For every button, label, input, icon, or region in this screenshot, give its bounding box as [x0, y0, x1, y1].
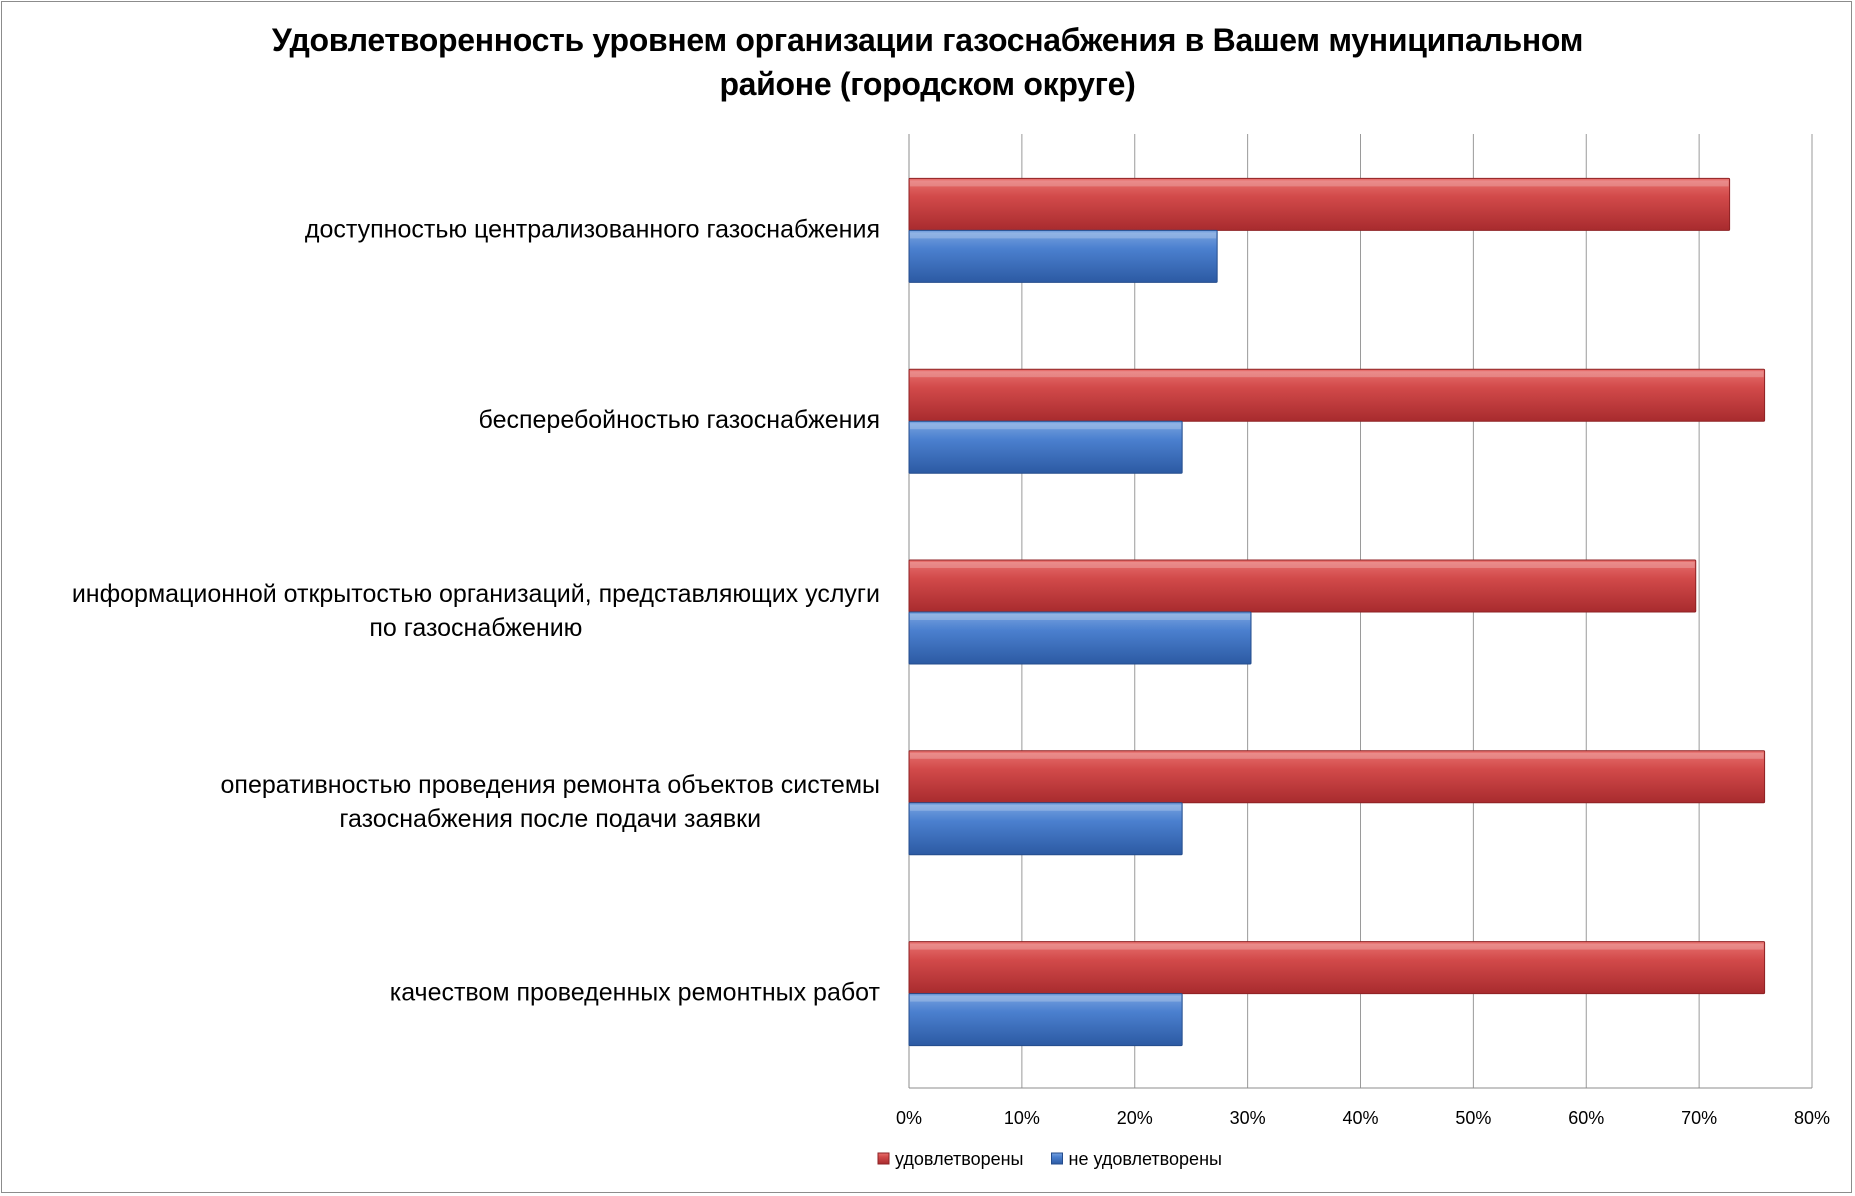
category-labels: доступностью централизованного газоснабж…: [72, 215, 881, 1006]
category-label-line: качеством проведенных ремонтных работ: [390, 979, 881, 1007]
bar-not-satisfied: [908, 420, 1183, 474]
x-tick-label: 0%: [896, 1108, 922, 1128]
legend-swatch: [1051, 1152, 1063, 1165]
category-label-line: доступностью централизованного газоснабж…: [305, 215, 880, 243]
category-label-line: информационной открытостью организаций, …: [72, 580, 880, 608]
x-tick-label: 80%: [1794, 1108, 1830, 1128]
x-tick-label: 10%: [1004, 1108, 1040, 1128]
legend-label: удовлетворены: [895, 1149, 1024, 1169]
chart-title: Удовлетворенность уровнем организации га…: [0, 18, 1855, 106]
category-label-line: оперативностью проведения ремонта объект…: [221, 771, 881, 799]
bars: [908, 177, 1766, 1047]
chart-title-line-1: Удовлетворенность уровнем организации га…: [271, 22, 1584, 58]
bar-highlight: [910, 423, 1182, 430]
chart-title-line-2: районе (городском округе): [719, 66, 1136, 102]
bar-satisfied: [908, 559, 1697, 613]
bar-satisfied: [908, 750, 1766, 804]
x-tick-label: 20%: [1117, 1108, 1153, 1128]
bar-not-satisfied: [908, 611, 1252, 665]
category-label-line: газоснабжения после подачи заявки: [339, 805, 761, 833]
category-label: бесперебойностью газоснабжения: [479, 406, 880, 434]
bar-satisfied: [908, 941, 1766, 995]
category-label: доступностью централизованного газоснабж…: [305, 215, 880, 243]
legend-label: не удовлетворены: [1069, 1149, 1222, 1169]
category-label-line: бесперебойностью газоснабжения: [479, 406, 880, 434]
category-label: качеством проведенных ремонтных работ: [390, 979, 881, 1007]
bar-not-satisfied: [908, 229, 1218, 283]
bar-satisfied: [908, 368, 1766, 422]
x-tick-label: 30%: [1230, 1108, 1266, 1128]
x-tick-label: 70%: [1681, 1108, 1717, 1128]
x-tick-label: 60%: [1568, 1108, 1604, 1128]
bar-highlight: [910, 804, 1182, 811]
category-label: информационной открытостью организаций, …: [72, 580, 880, 642]
x-tick-label: 50%: [1455, 1108, 1491, 1128]
bar-highlight: [910, 232, 1217, 239]
bar-highlight: [910, 752, 1764, 759]
x-tick-labels: 0% 10% 20% 30% 40% 50% 60% 70% 80%: [896, 1108, 1830, 1128]
category-label-line: по газоснабжению: [369, 614, 582, 642]
legend: удовлетворены не удовлетворены: [877, 1149, 1222, 1169]
bar-highlight: [910, 562, 1695, 568]
bar-satisfied: [908, 177, 1731, 231]
bar-highlight: [910, 614, 1251, 620]
bar-highlight: [910, 180, 1729, 187]
bar-highlight: [910, 943, 1764, 950]
bar-not-satisfied: [908, 993, 1183, 1047]
x-tick-label: 40%: [1342, 1108, 1378, 1128]
bar-highlight: [910, 995, 1182, 1002]
legend-swatch: [877, 1152, 890, 1165]
bar-highlight: [910, 371, 1764, 378]
bar-not-satisfied: [908, 802, 1183, 856]
category-label: оперативностью проведения ремонта объект…: [221, 771, 881, 833]
